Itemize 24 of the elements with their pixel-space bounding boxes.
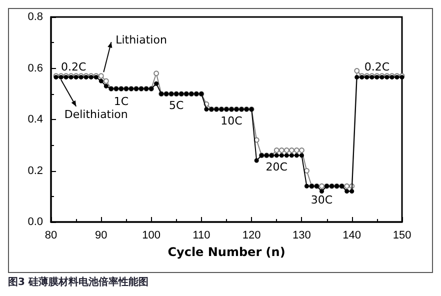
annotation: 20C [266,160,288,174]
annotation: 0.2C [60,60,86,74]
x-tick-label: 90 [95,230,108,242]
annotation: 5C [169,98,184,112]
y-tick-label: 0.8 [28,11,43,23]
x-tick-label: 100 [142,230,160,242]
y-tick-label: 0.4 [28,114,43,126]
annotation: 30C [310,194,333,207]
x-tick-label: 150 [392,230,412,242]
x-tick-label: 110 [192,230,210,242]
y-tick-label: 0.0 [28,216,43,228]
x-tick-label: 130 [292,230,311,242]
caption: 图3 硅薄膜材料电池倍率性能图 [8,275,150,289]
annotation: 1C [114,95,129,108]
annotation: Delithiation [64,108,128,121]
x-axis-title: Cycle Number (n) [168,245,286,259]
x-tick-label: 80 [44,230,58,242]
y-tick-label: 0.6 [28,62,43,74]
annotation: 0.2C [364,60,390,74]
x-tick-label: 120 [242,230,261,242]
y-tick-label: 0.2 [28,164,43,177]
annotation: 10C [220,114,243,128]
annotation: Lithiation [116,34,167,47]
x-tick-label: 140 [342,230,362,242]
